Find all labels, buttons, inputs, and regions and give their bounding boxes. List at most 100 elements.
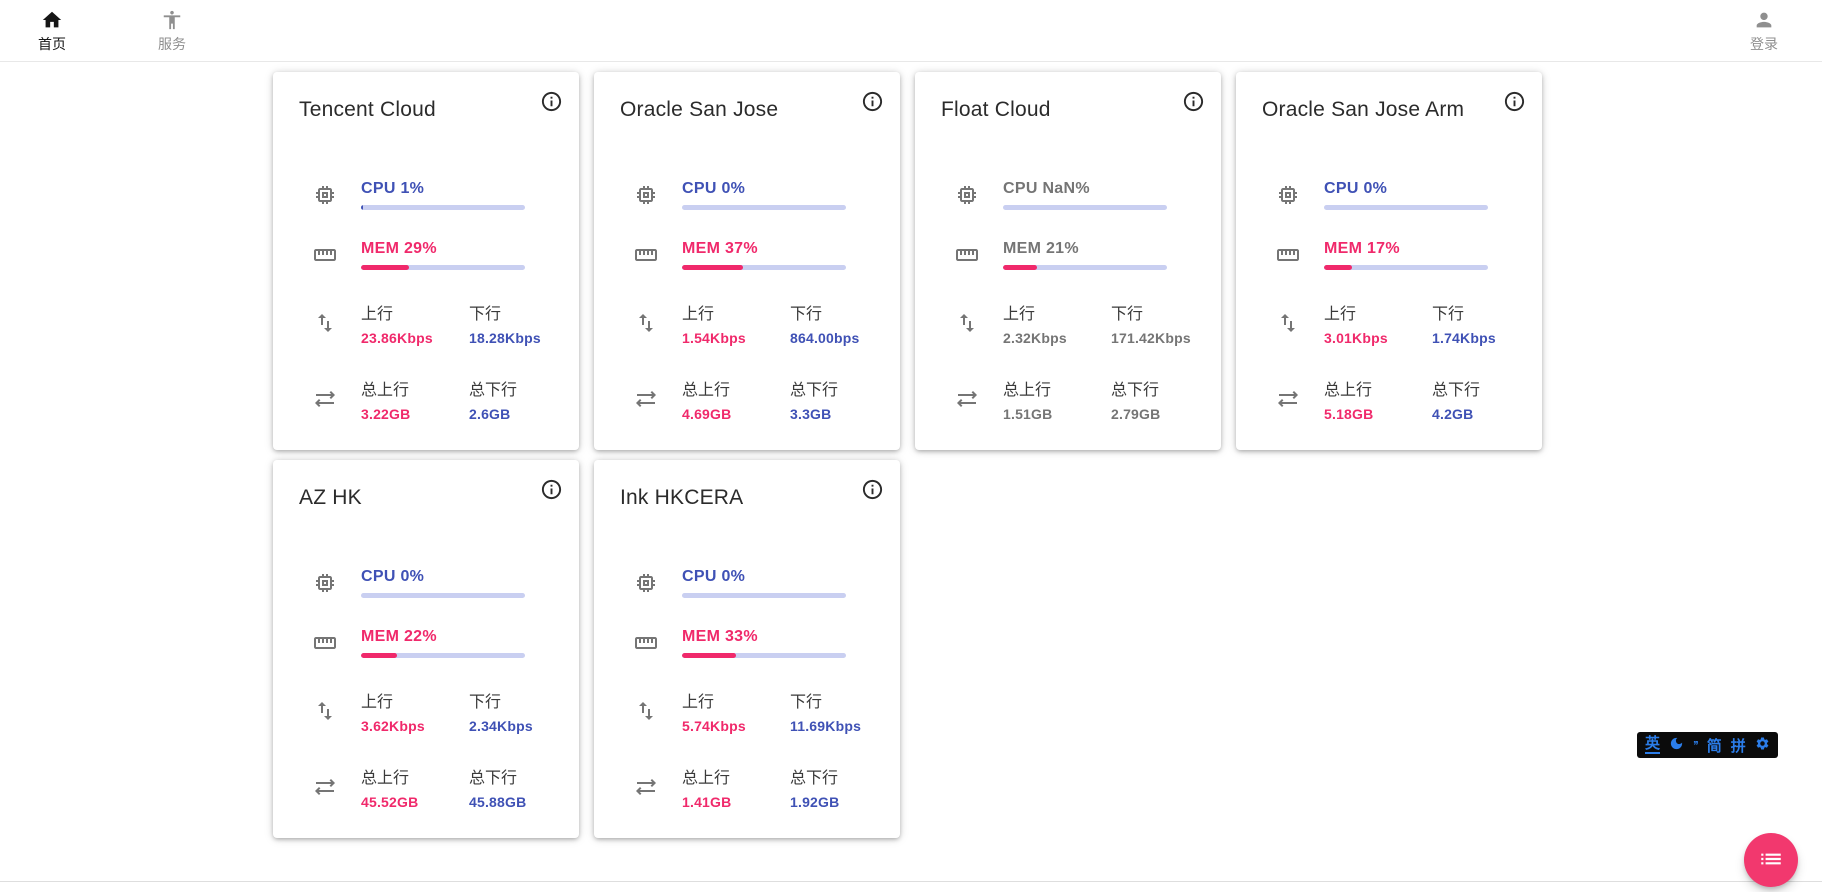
cpu-usage-label: CPU NaN% xyxy=(1003,180,1090,197)
moon-icon[interactable] xyxy=(1669,736,1684,755)
nav-home-label: 首页 xyxy=(38,35,66,52)
cpu-row: CPU 0% xyxy=(610,180,884,210)
cpu-chip-icon xyxy=(610,183,682,207)
total-upload-value: 3.22GB xyxy=(361,406,411,422)
top-nav: 首页 服务 登录 xyxy=(0,0,1822,62)
server-name: Oracle San Jose Arm xyxy=(1262,98,1465,121)
info-icon[interactable] xyxy=(1182,90,1205,113)
cpu-chip-icon xyxy=(610,571,682,595)
upload-label: 上行 xyxy=(1003,306,1036,323)
ruler-icon xyxy=(610,243,682,267)
gear-icon[interactable] xyxy=(1755,736,1770,755)
main-content: Tencent Cloud CPU 1% MEM 29% xyxy=(0,62,1822,838)
total-upload-label: 总上行 xyxy=(682,770,731,787)
total-upload-label: 总上行 xyxy=(361,382,410,399)
upload-speed-value: 1.54Kbps xyxy=(682,330,746,346)
home-icon xyxy=(41,9,63,35)
nav-item-services[interactable]: 服务 xyxy=(158,9,186,53)
cpu-progress-bar xyxy=(1003,205,1167,210)
nav-item-login[interactable]: 登录 xyxy=(1750,9,1778,53)
ime-toolbar[interactable]: 英 ’’ 简 拼 xyxy=(1637,732,1778,758)
server-card: Float Cloud CPU NaN% MEM 21% xyxy=(915,72,1221,450)
mem-progress-bar xyxy=(361,265,525,270)
info-icon[interactable] xyxy=(1503,90,1526,113)
mem-row: MEM 33% xyxy=(610,628,884,658)
ruler-icon xyxy=(931,243,1003,267)
ruler-icon xyxy=(289,243,361,267)
total-upload-label: 总上行 xyxy=(682,382,731,399)
cpu-chip-icon xyxy=(1252,183,1324,207)
mem-usage-label: MEM 29% xyxy=(361,240,437,257)
ime-lang-toggle[interactable]: 英 xyxy=(1645,735,1661,755)
server-name: AZ HK xyxy=(299,486,362,509)
speed-row: 上行 1.54Kbps 下行 864.00bps xyxy=(610,300,884,346)
total-upload-value: 1.51GB xyxy=(1003,406,1053,422)
download-speed-value: 11.69Kbps xyxy=(790,718,862,734)
download-label: 下行 xyxy=(469,306,502,323)
ime-pinyin-toggle[interactable]: 拼 xyxy=(1730,737,1746,755)
list-icon xyxy=(1758,846,1784,875)
total-download-value: 2.6GB xyxy=(469,406,511,422)
server-name: Oracle San Jose xyxy=(620,98,779,121)
download-speed-value: 171.42Kbps xyxy=(1111,330,1191,346)
download-label: 下行 xyxy=(1111,306,1144,323)
ruler-icon xyxy=(1252,243,1324,267)
ime-punct-toggle[interactable]: ’’ xyxy=(1693,737,1699,753)
cpu-row: CPU 0% xyxy=(610,568,884,598)
accessibility-icon xyxy=(161,9,183,35)
download-speed-value: 1.74Kbps xyxy=(1432,330,1496,346)
up-down-arrows-icon xyxy=(610,311,682,335)
info-icon[interactable] xyxy=(540,90,563,113)
total-row: 总上行 5.18GB 总下行 4.2GB xyxy=(1252,376,1526,422)
total-row: 总上行 1.41GB 总下行 1.92GB xyxy=(610,764,884,810)
server-name: Float Cloud xyxy=(941,98,1051,121)
ime-simplified-toggle[interactable]: 简 xyxy=(1706,737,1722,755)
mem-usage-label: MEM 17% xyxy=(1324,240,1400,257)
upload-label: 上行 xyxy=(682,306,715,323)
up-down-arrows-icon xyxy=(931,311,1003,335)
cpu-progress-bar xyxy=(682,593,846,598)
total-download-label: 总下行 xyxy=(1432,382,1481,399)
mem-progress-bar xyxy=(682,653,846,658)
nav-login-label: 登录 xyxy=(1750,35,1778,52)
nav-item-home[interactable]: 首页 xyxy=(38,9,66,53)
cpu-progress-bar xyxy=(361,205,525,210)
cpu-usage-label: CPU 0% xyxy=(682,180,746,197)
upload-speed-value: 3.01Kbps xyxy=(1324,330,1388,346)
speed-row: 上行 5.74Kbps 下行 11.69Kbps xyxy=(610,688,884,734)
mem-row: MEM 29% xyxy=(289,240,563,270)
info-icon[interactable] xyxy=(861,478,884,501)
speed-row: 上行 23.86Kbps 下行 18.28Kbps xyxy=(289,300,563,346)
sync-alt-icon xyxy=(289,775,361,799)
server-card: Tencent Cloud CPU 1% MEM 29% xyxy=(273,72,579,450)
cpu-progress-bar xyxy=(1324,205,1488,210)
server-name: Ink HKCERA xyxy=(620,486,744,509)
download-label: 下行 xyxy=(1432,306,1465,323)
server-list-fab[interactable] xyxy=(1744,833,1798,887)
total-row: 总上行 3.22GB 总下行 2.6GB xyxy=(289,376,563,422)
cpu-row: CPU 0% xyxy=(289,568,563,598)
info-icon[interactable] xyxy=(861,90,884,113)
total-download-value: 2.79GB xyxy=(1111,406,1161,422)
download-label: 下行 xyxy=(790,306,823,323)
total-download-label: 总下行 xyxy=(469,770,518,787)
person-icon xyxy=(1753,9,1775,35)
total-upload-label: 总上行 xyxy=(1003,382,1052,399)
sync-alt-icon xyxy=(931,387,1003,411)
cpu-row: CPU 1% xyxy=(289,180,563,210)
info-icon[interactable] xyxy=(540,478,563,501)
total-download-value: 3.3GB xyxy=(790,406,832,422)
total-upload-label: 总上行 xyxy=(1324,382,1373,399)
server-card: AZ HK CPU 0% MEM 22% xyxy=(273,460,579,838)
speed-row: 上行 2.32Kbps 下行 171.42Kbps xyxy=(931,300,1205,346)
total-download-value: 4.2GB xyxy=(1432,406,1474,422)
up-down-arrows-icon xyxy=(1252,311,1324,335)
up-down-arrows-icon xyxy=(289,311,361,335)
nav-services-label: 服务 xyxy=(158,35,186,52)
total-row: 总上行 4.69GB 总下行 3.3GB xyxy=(610,376,884,422)
total-download-label: 总下行 xyxy=(790,382,839,399)
total-upload-value: 5.18GB xyxy=(1324,406,1374,422)
mem-progress-bar xyxy=(361,653,525,658)
download-speed-value: 2.34Kbps xyxy=(469,718,533,734)
mem-usage-label: MEM 33% xyxy=(682,628,758,645)
